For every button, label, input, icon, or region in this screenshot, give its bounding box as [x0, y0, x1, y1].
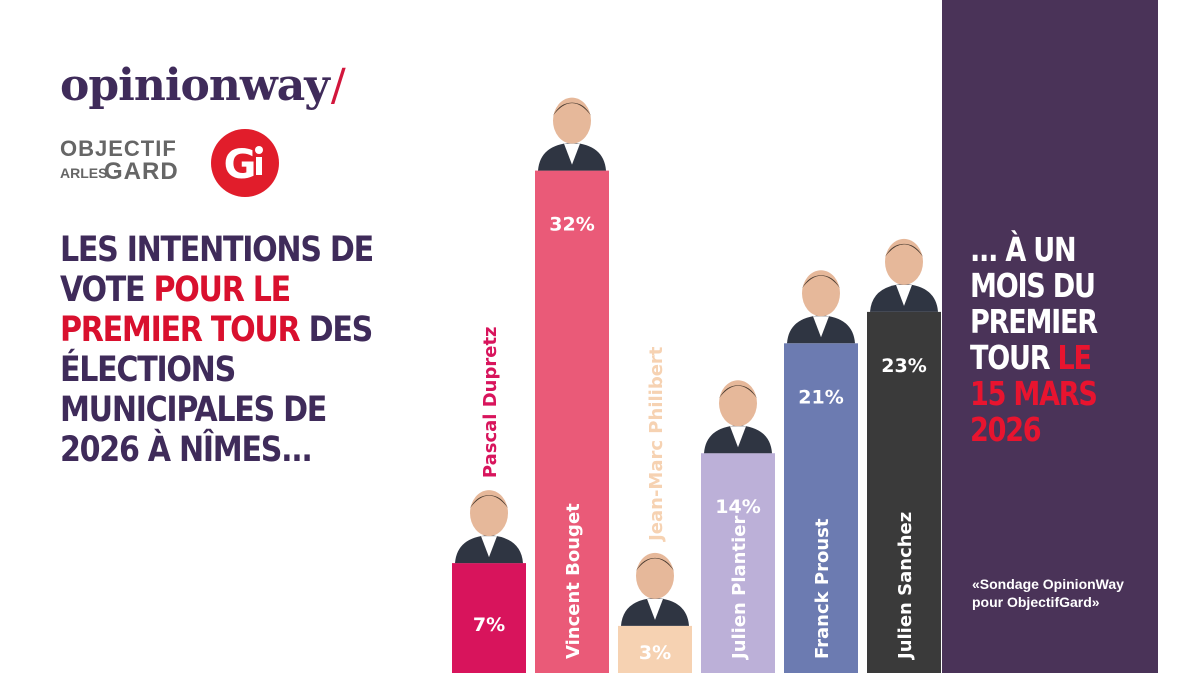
value-label: 14% — [715, 496, 760, 518]
candidate-name: Julien Plantier — [729, 516, 750, 661]
objectif-gard-circle-icon: G — [211, 129, 279, 197]
value-label: 32% — [549, 214, 594, 236]
gard-wordmark: GARD — [104, 158, 179, 185]
bar-3 — [701, 453, 775, 673]
opinionway-wordmark: opinionway — [60, 60, 330, 111]
logo-slash-icon: / — [330, 60, 346, 111]
right-panel-text: ... À UN MOIS DU PREMIER TOUR LE 15 MARS… — [970, 232, 1126, 448]
bar-4 — [784, 343, 858, 673]
arles-wordmark: ARLES — [60, 165, 108, 181]
candidate-photo-icon — [787, 270, 855, 344]
headline: LES INTENTIONS DE VOTE POUR LE PREMIER T… — [60, 230, 387, 470]
candidate-name: Pascal Dupretz — [480, 326, 501, 478]
objectif-wordmark: OBJECTIF — [60, 136, 177, 161]
right-text-date: LE 15 MARS 2026 — [970, 338, 1098, 449]
right-panel: ... À UN MOIS DU PREMIER TOUR LE 15 MARS… — [942, 0, 1158, 673]
candidate-name: Jean-Marc Philibert — [646, 346, 667, 543]
candidate-name: Franck Proust — [812, 518, 833, 659]
candidate-photo-icon — [538, 97, 606, 171]
candidate-photo-icon — [455, 490, 523, 564]
bar-2 — [618, 625, 692, 673]
headline-part-1: LES INTENTIONS DE VOTE — [60, 230, 374, 310]
candidate-photo-icon — [621, 552, 689, 626]
bar-1 — [535, 170, 609, 673]
source-note: «Sondage OpinionWay pour ObjectifGard» — [972, 576, 1124, 610]
svg-text:G: G — [224, 142, 257, 188]
value-label: 23% — [881, 355, 926, 377]
headline-highlight: POUR LE PREMIER TOUR — [60, 270, 301, 350]
headline-part-3: DES ÉLECTIONS MUNICIPALES DE 2026 À NÎME… — [60, 310, 373, 470]
value-label: 21% — [798, 386, 843, 408]
candidate-name: Vincent Bouget — [563, 503, 584, 659]
opinionway-logo: opinionway/ — [60, 60, 346, 111]
value-label: 7% — [473, 614, 505, 636]
candidate-name: Julien Sanchez — [895, 512, 916, 661]
right-text-part-1: ... À UN MOIS DU PREMIER TOUR — [970, 230, 1098, 377]
candidate-photo-icon — [870, 238, 938, 312]
objectif-gard-logo: OBJECTIF ARLES GARD G — [60, 128, 300, 198]
value-label: 3% — [639, 642, 671, 664]
bar-5 — [867, 311, 941, 673]
candidate-photo-icon — [704, 380, 772, 454]
bar-0 — [452, 563, 526, 673]
